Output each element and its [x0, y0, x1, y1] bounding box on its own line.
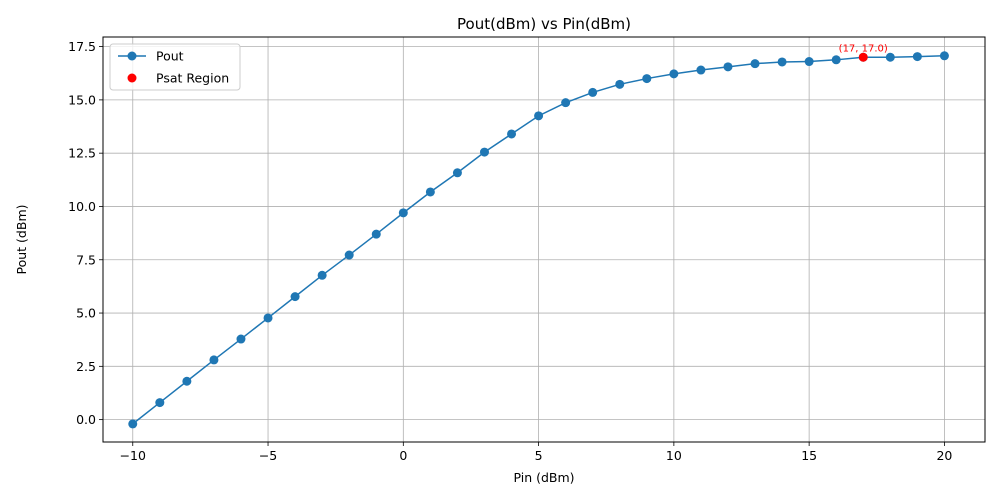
pout-data-point	[804, 57, 814, 67]
pout-data-point	[371, 229, 381, 239]
pout-data-point	[425, 187, 435, 197]
pout-data-point	[696, 65, 706, 75]
plot-frame	[102, 36, 986, 443]
y-axis-label: Pout (dBm)	[14, 205, 29, 275]
legend-marker-psat	[127, 73, 137, 83]
y-tick-label: 10.0	[68, 199, 96, 214]
pout-data-point	[317, 270, 327, 280]
y-tick-label: 12.5	[68, 146, 96, 161]
pout-data-point	[561, 98, 571, 108]
x-axis-ticks: −10 −5 0 5 10 15 20	[120, 442, 952, 463]
y-tick-label: 0.0	[76, 412, 96, 427]
pout-data-point	[588, 87, 598, 97]
plot-series	[128, 51, 949, 429]
pout-data-point	[615, 79, 625, 89]
pout-data-point	[290, 292, 300, 302]
pout-data-point	[236, 334, 246, 344]
pout-data-point	[155, 398, 165, 408]
pout-data-point	[777, 57, 787, 67]
chart-title: Pout(dBm) vs Pin(dBm)	[457, 15, 631, 33]
pout-data-point	[344, 250, 354, 260]
x-tick-label: 15	[801, 448, 817, 463]
x-tick-label: −10	[120, 448, 146, 463]
pout-data-point	[209, 355, 219, 365]
y-tick-label: 7.5	[76, 252, 96, 267]
pout-data-point	[507, 129, 517, 139]
annotations: (17, 17.0)	[839, 43, 888, 54]
pout-data-point	[534, 111, 544, 121]
pout-data-point	[263, 313, 273, 323]
legend-label-pout: Pout	[156, 49, 184, 64]
psat-data-point	[858, 52, 868, 62]
pout-data-point	[750, 59, 760, 69]
y-tick-label: 15.0	[68, 92, 96, 107]
pout-data-point	[452, 168, 462, 178]
pout-data-point	[398, 208, 408, 218]
x-tick-label: 20	[936, 448, 952, 463]
legend: Pout Psat Region	[109, 43, 241, 91]
pout-data-point	[912, 52, 922, 62]
y-axis-ticks: 0.0 2.5 5.0 7.5 10.0 12.5 15.0 17.5	[68, 39, 103, 427]
grid	[103, 37, 985, 442]
legend-label-psat: Psat Region	[156, 71, 229, 86]
x-tick-label: −5	[259, 448, 277, 463]
pout-data-point	[831, 55, 841, 65]
legend-marker-pout	[127, 51, 137, 61]
y-tick-label: 17.5	[68, 39, 96, 54]
y-tick-label: 5.0	[76, 306, 96, 321]
psat-annotation: (17, 17.0)	[839, 43, 888, 54]
x-tick-label: 0	[399, 448, 407, 463]
pout-data-point	[479, 147, 489, 157]
x-tick-label: 5	[535, 448, 543, 463]
pout-data-point	[128, 419, 138, 429]
pout-data-point	[939, 51, 949, 61]
x-axis-label: Pin (dBm)	[513, 470, 574, 485]
y-tick-label: 2.5	[76, 359, 96, 374]
x-tick-label: 10	[666, 448, 682, 463]
pout-data-point	[182, 376, 192, 386]
pout-data-point	[885, 52, 895, 62]
pout-data-point	[642, 74, 652, 84]
pout-data-point	[669, 69, 679, 79]
pout-data-point	[723, 62, 733, 72]
